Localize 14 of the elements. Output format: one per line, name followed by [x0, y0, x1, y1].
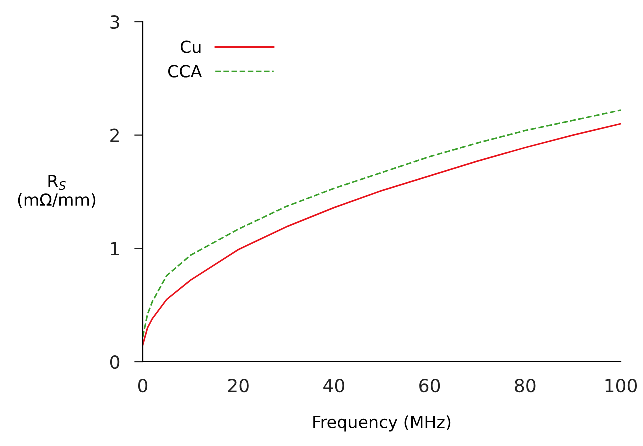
- x-tick-label: 20: [228, 378, 249, 393]
- x-tick-label: 100: [606, 378, 638, 393]
- x-tick-label: 0: [138, 378, 148, 393]
- y-tick-label: 3: [110, 15, 120, 30]
- x-tick-label: 80: [515, 378, 536, 393]
- x-tick-label: 40: [324, 378, 344, 393]
- x-axis-title: Frequency (MHz): [314, 416, 451, 432]
- y-axis-title: R$_{S}$ (mΩ/mm): [18, 175, 96, 208]
- y-tick-label: 1: [111, 242, 120, 256]
- x-tick-label: 60: [420, 378, 440, 393]
- legend-label: Cu: [180, 40, 201, 54]
- y-tick-label: 2: [110, 128, 119, 142]
- y-tick-label: 0: [110, 355, 120, 370]
- legend-label: CCA: [168, 65, 202, 78]
